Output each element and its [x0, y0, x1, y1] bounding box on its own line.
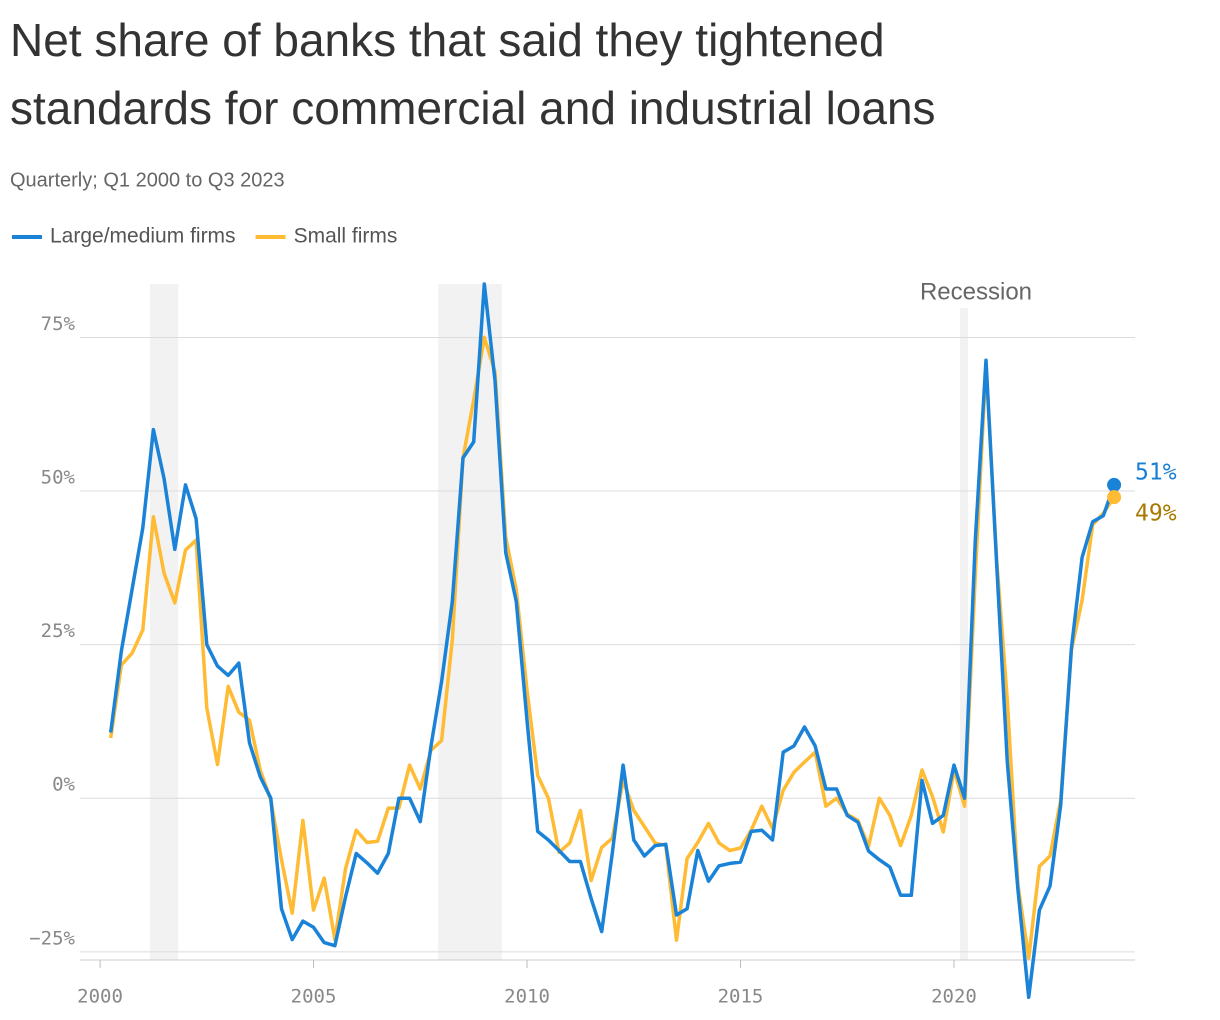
end-dot: [1107, 477, 1122, 492]
recession-band: [438, 284, 502, 960]
lines: [108, 282, 1122, 1000]
legend-label: Small firms: [294, 225, 398, 248]
grid: [80, 336, 1135, 968]
recession-band: [150, 284, 179, 960]
y-tick-label: 50%: [41, 467, 76, 489]
end-label: 49%: [1135, 501, 1177, 527]
recession-bands: [150, 284, 969, 960]
recession-band: [959, 308, 969, 960]
end-dot: [1107, 490, 1122, 505]
chart-title: standards for commercial and industrial …: [10, 82, 936, 134]
y-tick-label: 0%: [52, 774, 75, 796]
legend-label: Large/medium firms: [50, 225, 236, 248]
y-tick-label: −25%: [29, 927, 75, 949]
recession-label: Recession: [920, 278, 1032, 305]
x-tick-label: 2005: [291, 986, 337, 1008]
y-tick-label: 25%: [41, 620, 76, 642]
end-label: 51%: [1135, 460, 1177, 486]
chart-subtitle: Quarterly; Q1 2000 to Q3 2023: [10, 169, 285, 191]
x-tick-label: 2010: [504, 986, 550, 1008]
x-tick-label: 2020: [931, 986, 977, 1008]
x-tick-label: 2000: [77, 986, 123, 1008]
y-tick-label: 75%: [41, 313, 76, 335]
x-tick-label: 2015: [718, 986, 764, 1008]
chart-title: Net share of banks that said they tighte…: [10, 14, 885, 66]
series-line: [108, 282, 1116, 1000]
